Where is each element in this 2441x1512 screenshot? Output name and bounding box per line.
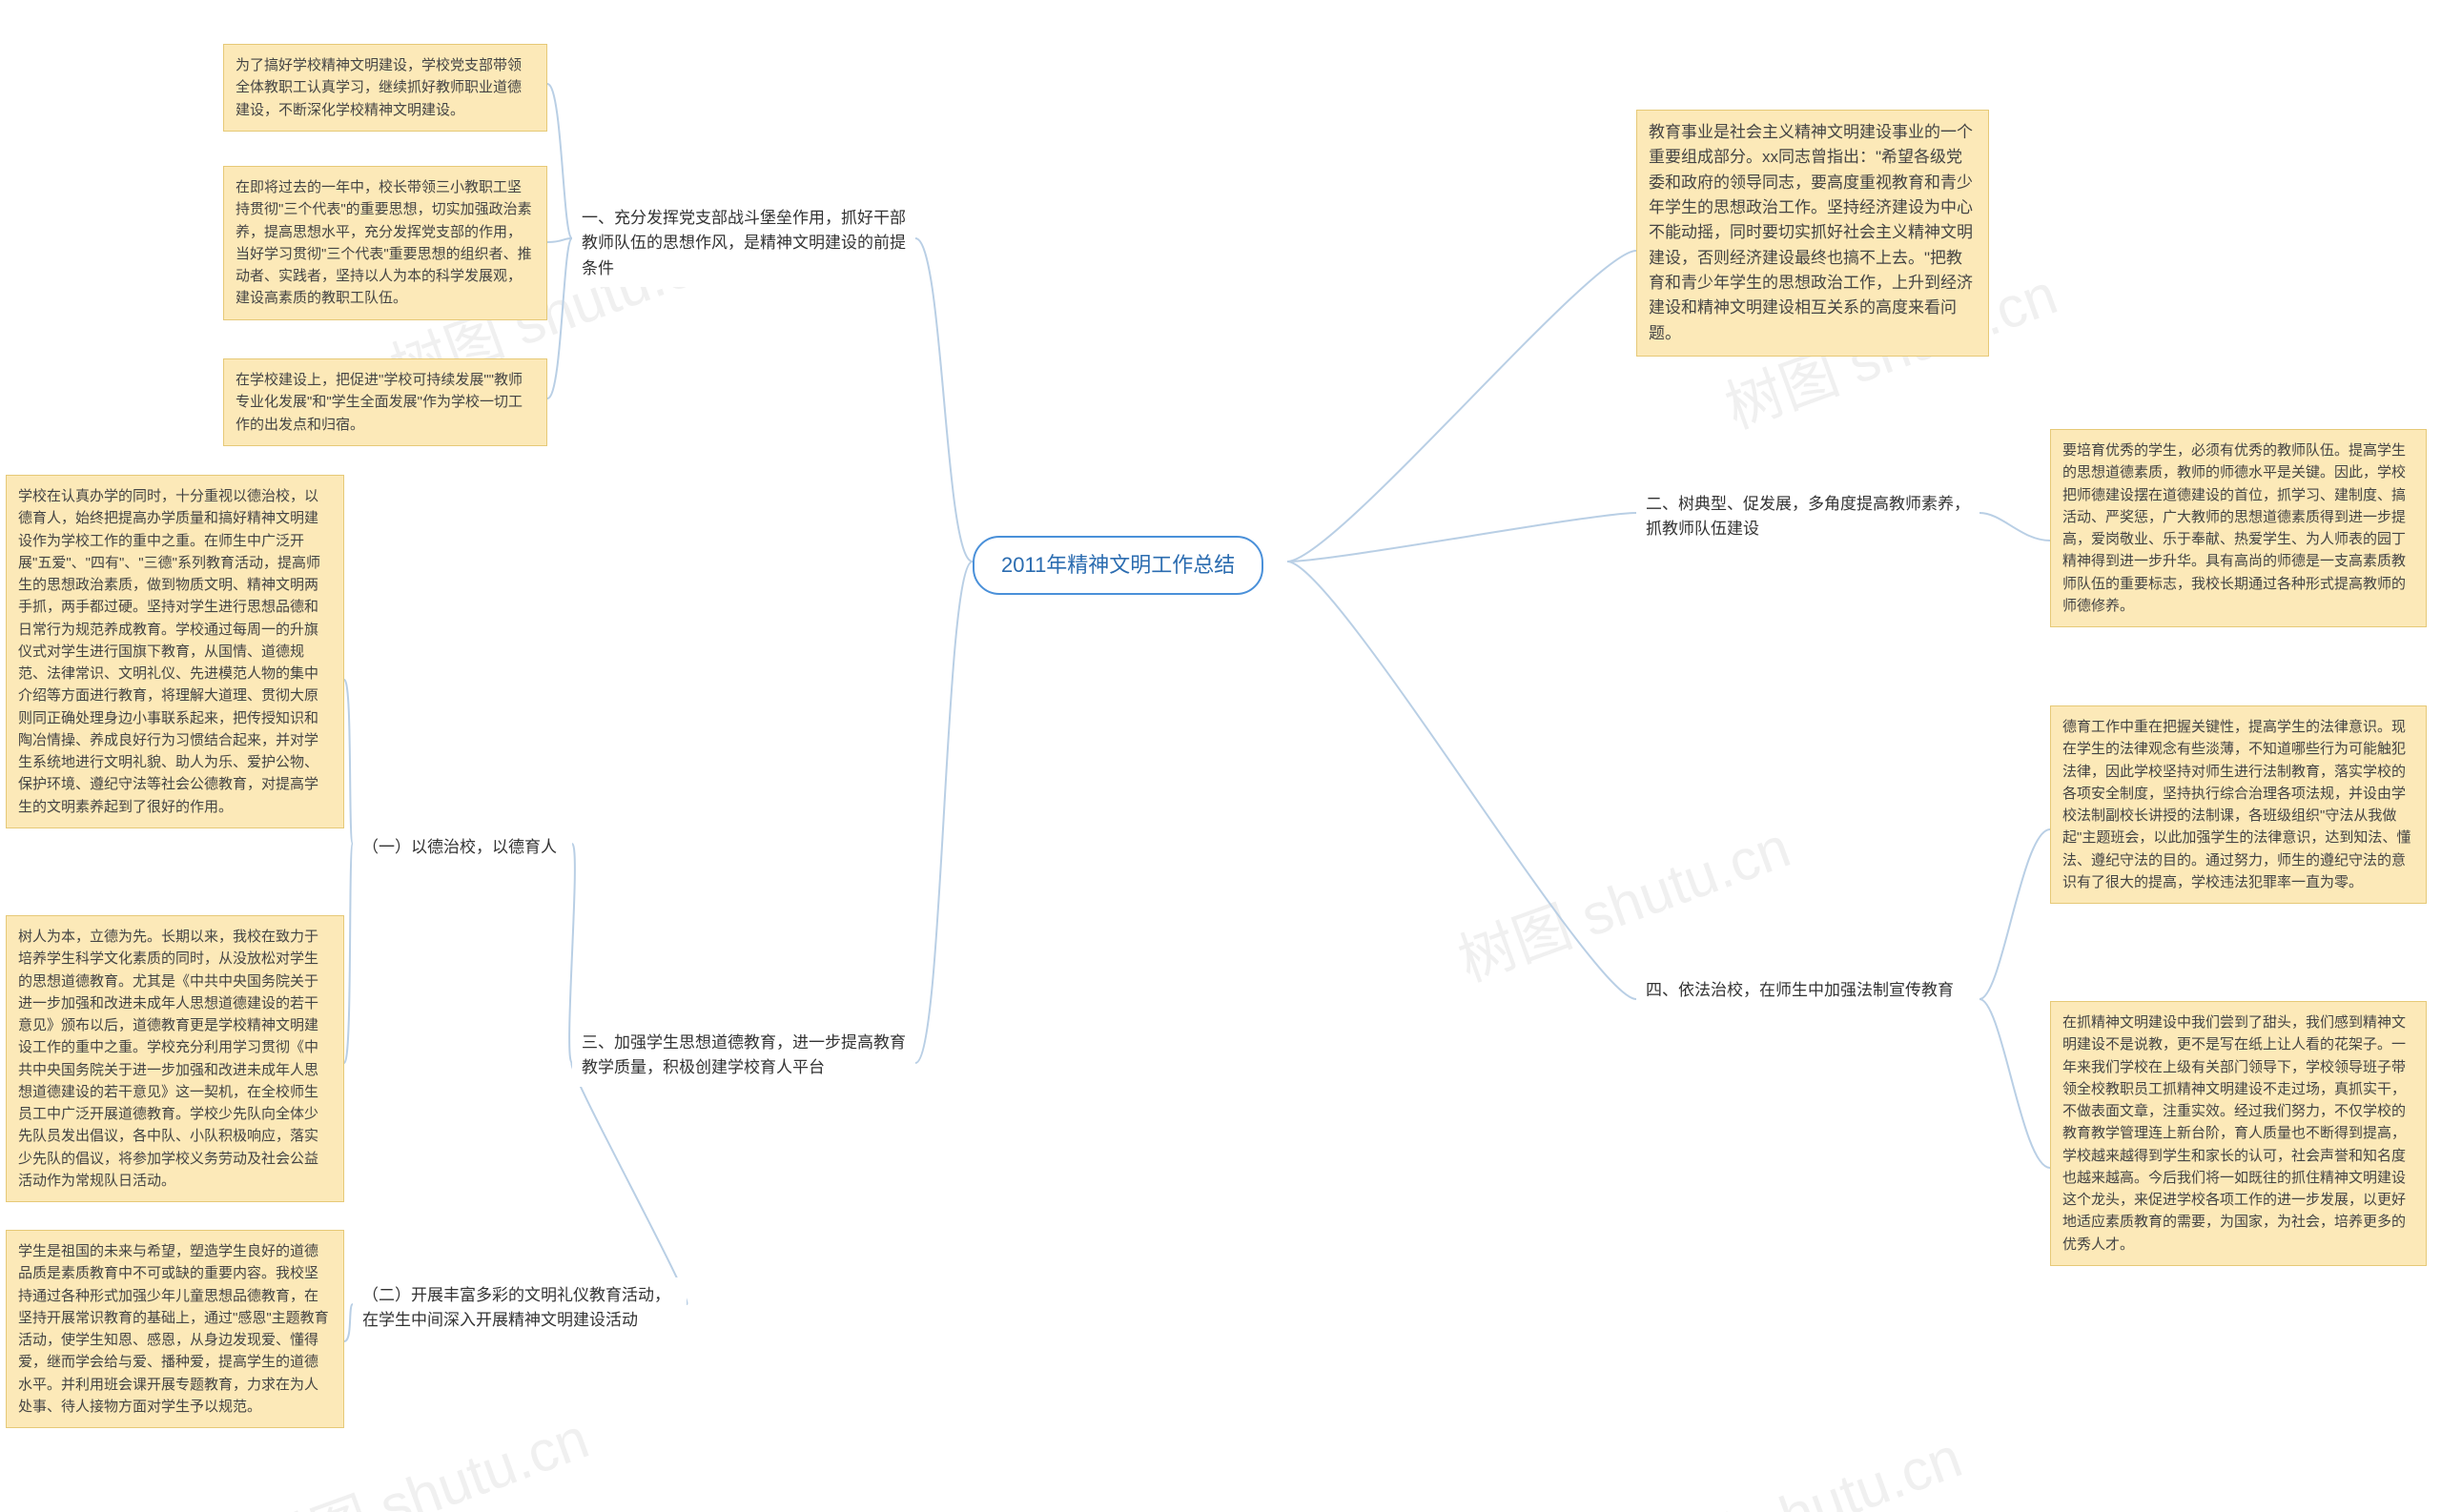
branch-r2: 四、依法治校，在师生中加强法制宣传教育	[1636, 972, 1979, 1009]
leaf-l2-sub2-0: 学生是祖国的未来与希望，塑造学生良好的道德品质是素质教育中不可或缺的重要内容。我…	[6, 1230, 344, 1428]
leaf-l2-sub1-0: 学校在认真办学的同时，十分重视以德治校，以德育人，始终把提高办学质量和搞好精神文…	[6, 475, 344, 828]
leaf-r2-1: 在抓精神文明建设中我们尝到了甜头，我们感到精神文明建设不是说教，更不是写在纸上让…	[2050, 1001, 2427, 1266]
watermark: 树图 shutu.cn	[1446, 801, 1799, 997]
leaf-r1-0: 要培育优秀的学生，必须有优秀的教师队伍。提高学生的思想道德素质，教师的师德水平是…	[2050, 429, 2427, 627]
watermark: 树图 shutu.cn	[1617, 1411, 1971, 1512]
leaf-l1-0: 为了搞好学校精神文明建设，学校党支部带领全体教职工认真学习，继续抓好教师职业道德…	[223, 44, 547, 132]
branch-r1: 二、树典型、促发展，多角度提高教师素养，抓教师队伍建设	[1636, 486, 1979, 548]
branch-l2-sub1: （一）以德治校，以德育人	[353, 829, 572, 866]
leaf-l2-sub1-1: 树人为本，立德为先。长期以来，我校在致力于培养学生科学文化素质的同时，从没放松对…	[6, 915, 344, 1202]
center-topic: 2011年精神文明工作总结	[973, 536, 1263, 595]
branch-l2: 三、加强学生思想道德教育，进一步提高教育教学质量，积极创建学校育人平台	[572, 1025, 915, 1087]
branch-l1: 一、充分发挥党支部战斗堡垒作用，抓好干部教师队伍的思想作风，是精神文明建设的前提…	[572, 200, 915, 287]
branch-l2-sub2: （二）开展丰富多彩的文明礼仪教育活动，在学生中间深入开展精神文明建设活动	[353, 1277, 687, 1339]
leaf-l1-1: 在即将过去的一年中，校长带领三小教职工坚持贯彻"三个代表"的重要思想，切实加强政…	[223, 166, 547, 320]
leaf-l1-2: 在学校建设上，把促进"学校可持续发展""教师专业化发展"和"学生全面发展"作为学…	[223, 358, 547, 446]
leaf-r2-0: 德育工作中重在把握关键性，提高学生的法律意识。现在学生的法律观念有些淡薄，不知道…	[2050, 705, 2427, 904]
leaf-r1-pre: 教育事业是社会主义精神文明建设事业的一个重要组成部分。xx同志曾指出："希望各级…	[1636, 110, 1989, 357]
